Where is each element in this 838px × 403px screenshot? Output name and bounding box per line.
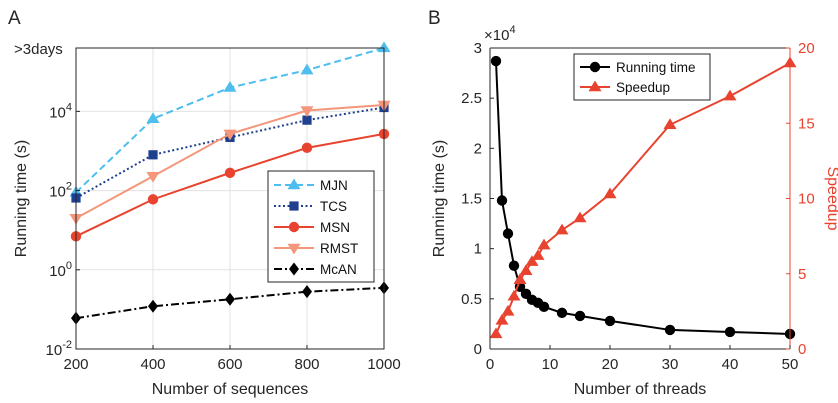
- data-point-mjn: [300, 63, 314, 75]
- y-multiplier-b: ×104: [484, 24, 516, 44]
- series-line-speedup: [495, 62, 791, 335]
- y-tick-label-a: 100: [49, 260, 72, 280]
- data-point-running-time: [724, 326, 736, 338]
- data-point-speedup: [663, 118, 677, 129]
- y2-tick-label-b: 15: [798, 115, 815, 132]
- x-axis-label-b: Number of threads: [574, 381, 707, 398]
- data-point-msn: [224, 167, 236, 179]
- y2-tick-label-b: 5: [798, 266, 806, 283]
- data-point-running-time: [502, 228, 514, 239]
- data-point-running-time: [604, 315, 616, 327]
- data-point-mcan: [148, 299, 158, 313]
- data-point-speedup: [495, 313, 509, 325]
- legend-marker-running-time: [589, 61, 601, 73]
- legend-marker-msn: [288, 221, 300, 233]
- y-tick-label-b: 0: [474, 341, 482, 358]
- y-axis-label-b: Running time (s): [431, 140, 448, 257]
- legend-b: Running time Speedup: [573, 53, 711, 101]
- legend-a: MJN TCS MSN RMST McAN: [267, 170, 375, 283]
- data-point-mjn: [223, 81, 237, 92]
- data-point-speedup: [531, 249, 545, 260]
- y-axis-label-a: Running time (s): [13, 140, 30, 257]
- y-tick-label-a: 104: [49, 101, 72, 121]
- data-point-tcs: [148, 150, 158, 160]
- y-tick-label-b: 2: [474, 140, 482, 157]
- data-point-speedup: [501, 304, 515, 316]
- data-point-running-time: [496, 195, 508, 206]
- y-tick-label-a: 102: [49, 181, 72, 201]
- data-point-running-time: [664, 324, 676, 336]
- data-point-speedup: [507, 289, 521, 301]
- x-tick-label-b: 30: [662, 356, 679, 373]
- legend-label-tcs: TCS: [320, 199, 347, 214]
- data-point-tcs: [302, 115, 312, 125]
- y-tick-label-a: 10-2: [46, 339, 72, 359]
- series-line-running-time: [495, 61, 791, 335]
- legend-marker-mjn: [287, 178, 301, 190]
- x-tick-label-b: 50: [782, 356, 799, 373]
- y-tick-label-b: 1.5: [461, 191, 482, 208]
- panel-label-a: A: [8, 8, 21, 29]
- data-point-speedup: [489, 327, 503, 339]
- data-point-mjn: [377, 41, 391, 53]
- legend-label-running-time: Running time: [616, 60, 696, 75]
- data-point-speedup: [537, 238, 551, 250]
- y2-tick-label-b: 0: [798, 341, 806, 358]
- x-tick-label-a: 600: [217, 356, 242, 373]
- legend-marker-tcs: [289, 201, 299, 211]
- legend-label-speedup: Speedup: [616, 80, 670, 95]
- legend-label-msn: MSN: [320, 220, 350, 235]
- x-tick-label-a: 400: [140, 356, 165, 373]
- data-point-speedup: [573, 211, 587, 223]
- x-tick-label-a: 800: [294, 356, 319, 373]
- legend-label-mjn: MJN: [320, 178, 348, 193]
- y-tick-label-b: 3: [474, 40, 482, 57]
- data-point-speedup: [603, 187, 617, 199]
- data-point-speedup: [723, 89, 737, 101]
- y-tick-label-b: 1: [474, 241, 482, 258]
- x-tick-label-b: 20: [602, 356, 619, 373]
- data-point-msn: [301, 142, 313, 154]
- data-point-running-time: [490, 55, 502, 67]
- x-axis-label-a: Number of sequences: [152, 381, 309, 398]
- x-tick-label-a: 1000: [367, 356, 400, 373]
- x-tick-label-b: 0: [486, 356, 494, 373]
- legend-marker-rmst: [287, 243, 301, 255]
- legend-marker-mcan: [289, 262, 299, 276]
- data-point-speedup: [555, 223, 569, 235]
- y2-tick-label-b: 10: [798, 191, 815, 208]
- data-point-running-time: [556, 307, 568, 319]
- data-point-msn: [147, 194, 159, 205]
- data-point-speedup: [513, 273, 527, 284]
- y-tick-label-b: 0.5: [461, 291, 482, 308]
- x-tick-label-b: 40: [722, 356, 739, 373]
- data-point-running-time: [574, 310, 586, 322]
- data-point-mcan: [225, 292, 235, 306]
- data-point-running-time: [538, 301, 550, 313]
- data-point-speedup: [519, 264, 533, 275]
- data-point-speedup: [525, 255, 539, 266]
- x-tick-label-a: 200: [63, 356, 88, 373]
- legend-marker-speedup: [588, 80, 602, 92]
- legend-box-b: [573, 53, 711, 101]
- data-point-running-time: [508, 260, 520, 271]
- data-point-rmst: [300, 106, 314, 118]
- legend-label-rmst: RMST: [320, 241, 358, 256]
- y-tick-label-b: 2.5: [461, 90, 482, 107]
- y2-tick-label-b: 20: [798, 40, 815, 57]
- data-point-mcan: [302, 285, 312, 299]
- legend-label-mcan: McAN: [320, 262, 357, 277]
- data-point-mjn: [146, 112, 160, 124]
- panel-label-b: B: [428, 8, 441, 29]
- data-point-rmst: [146, 172, 160, 183]
- y2-axis-label-b: Speedup: [824, 166, 838, 230]
- x-tick-label-b: 10: [542, 356, 559, 373]
- y-tick-label-top: >3days: [14, 41, 63, 58]
- data-point-rmst: [223, 129, 237, 141]
